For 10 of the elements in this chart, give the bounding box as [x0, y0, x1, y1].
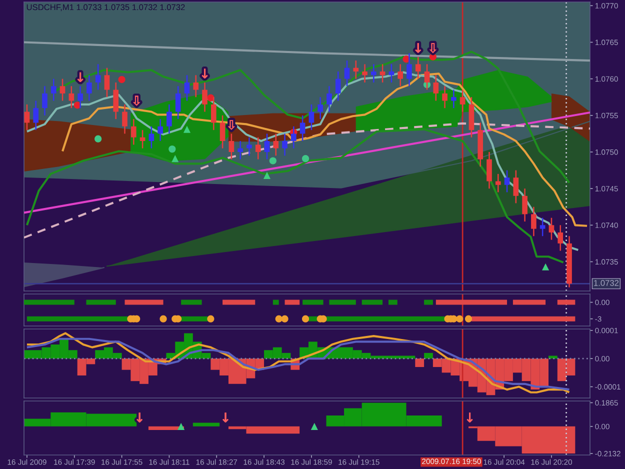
- annotation: ⇩: [429, 43, 436, 54]
- ref-line-label: 1.0732: [594, 280, 619, 286]
- annotation: ↓: [466, 412, 473, 422]
- chart-title: USDCHF,M1 1.0733 1.0735 1.0732 1.0732: [26, 4, 185, 12]
- annotation: ⇩: [133, 96, 140, 106]
- annotation: ↓: [202, 68, 208, 78]
- annotation: ↓: [415, 43, 422, 53]
- annotation: ↓: [222, 412, 228, 422]
- annotation: ↓: [136, 412, 143, 422]
- annotation: ↓: [77, 72, 84, 82]
